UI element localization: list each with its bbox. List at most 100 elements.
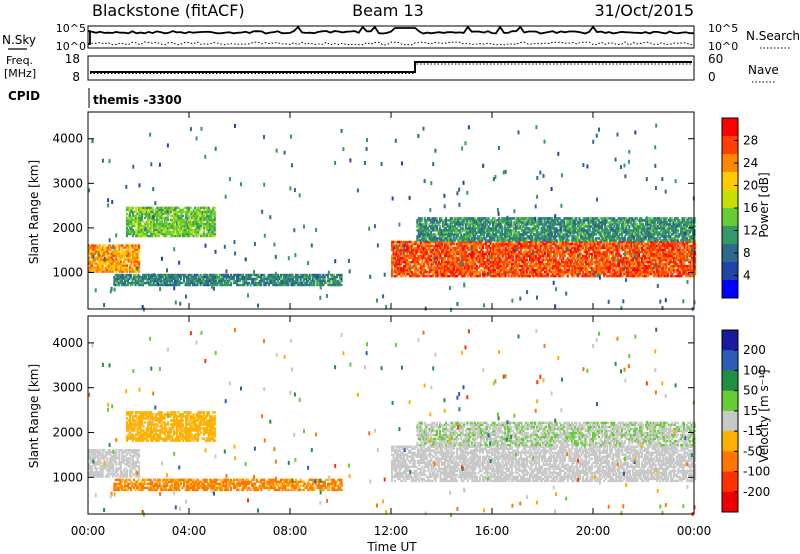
- power-cell: [674, 264, 677, 268]
- power-cell: [282, 277, 286, 281]
- power-cell: [644, 274, 647, 278]
- power-cell: [427, 258, 430, 262]
- power-cell: [459, 252, 462, 256]
- power-cell: [509, 270, 512, 274]
- power-cell: [538, 260, 541, 264]
- power-cell: [403, 264, 406, 268]
- power-cell: [681, 264, 685, 268]
- power-cell: [400, 248, 403, 252]
- power-cell: [202, 275, 205, 279]
- power-cell: [507, 256, 510, 260]
- power-cell: [466, 242, 469, 246]
- power-cell: [609, 274, 612, 278]
- power-cell: [430, 264, 433, 268]
- power-cell: [431, 250, 435, 254]
- power-cell: [472, 240, 475, 244]
- power-cell: [196, 277, 199, 281]
- power-cell: [595, 266, 598, 270]
- power-cell: [186, 210, 189, 214]
- power-cell: [398, 272, 401, 276]
- power-cell: [471, 240, 474, 244]
- power-cell: [492, 256, 495, 260]
- power-cell: [119, 244, 122, 247]
- power-cell: [162, 226, 165, 230]
- power-cell: [158, 275, 161, 279]
- power-cell: [463, 242, 466, 246]
- power-cell: [578, 258, 582, 262]
- power-cell: [160, 206, 163, 210]
- power-cell: [548, 244, 551, 248]
- power-cell: [89, 254, 92, 257]
- power-cell: [125, 226, 129, 230]
- power-cell: [296, 279, 299, 283]
- power-cell: [161, 273, 164, 277]
- power-cell: [424, 246, 427, 250]
- power-cell: [589, 272, 592, 276]
- power-cell: [483, 266, 486, 270]
- power-cell: [478, 264, 482, 268]
- power-cell: [430, 248, 433, 252]
- power-cell: [429, 237, 433, 240]
- power-cell: [559, 262, 562, 266]
- power-cell: [127, 248, 130, 251]
- power-cell: [192, 228, 195, 232]
- power-cell: [444, 252, 447, 256]
- power-cell: [160, 212, 163, 216]
- power-cell: [624, 246, 627, 250]
- power-cell: [666, 240, 669, 244]
- power-cell: [223, 283, 226, 287]
- power-cell: [503, 244, 506, 248]
- power-cell: [171, 232, 174, 236]
- power-cell: [591, 272, 594, 276]
- power-cell: [601, 256, 604, 260]
- power-cell: [395, 272, 398, 276]
- power-cell: [680, 266, 683, 270]
- power-cell: [124, 266, 127, 269]
- power-cell: [497, 262, 500, 266]
- power-cell: [263, 277, 266, 281]
- power-cell: [178, 214, 182, 218]
- power-cell: [249, 275, 252, 279]
- power-cell: [445, 264, 448, 268]
- power-cell: [169, 277, 172, 281]
- power-cell: [689, 268, 692, 272]
- power-cell: [562, 274, 565, 278]
- power-cell: [630, 270, 633, 274]
- power-cell: [100, 248, 103, 251]
- power-cell: [317, 283, 320, 287]
- power-cell: [454, 270, 457, 274]
- power-cell: [654, 260, 657, 264]
- power-cell: [401, 254, 404, 258]
- power-cell: [121, 256, 124, 259]
- power-cell: [154, 224, 157, 228]
- power-cell: [157, 230, 160, 234]
- power-cell: [113, 268, 116, 271]
- power-cell: [694, 258, 697, 262]
- power-cell: [213, 273, 216, 277]
- power-cell: [580, 264, 583, 268]
- power-cell: [331, 279, 334, 283]
- power-cell: [457, 252, 460, 256]
- power-cell: [199, 277, 202, 281]
- power-cell: [135, 208, 138, 212]
- power-cell: [142, 275, 145, 279]
- power-cell: [391, 266, 394, 270]
- power-cell: [684, 268, 688, 272]
- power-cell: [180, 214, 183, 218]
- power-cell: [423, 221, 426, 224]
- power-cell: [165, 226, 168, 230]
- power-cell: [668, 260, 671, 264]
- power-cell: [326, 283, 330, 287]
- power-cell: [513, 252, 516, 256]
- power-cell: [415, 252, 418, 256]
- power-cell: [454, 264, 457, 268]
- power-cell: [159, 230, 162, 234]
- power-cell: [104, 268, 107, 271]
- power-cell: [439, 248, 442, 252]
- power-cell: [106, 254, 109, 257]
- power-cell: [566, 240, 569, 244]
- power-cell: [395, 266, 398, 270]
- power-cell: [553, 250, 556, 254]
- power-cell: [568, 270, 571, 274]
- power-cell: [680, 250, 683, 254]
